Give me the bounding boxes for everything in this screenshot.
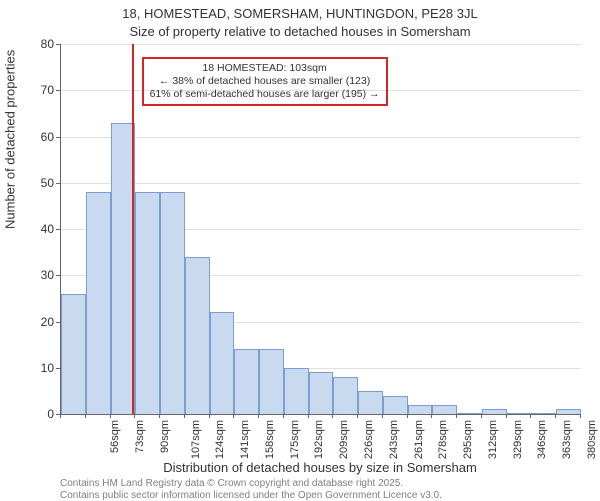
x-tick-label: 363sqm <box>561 420 573 459</box>
x-tick-mark <box>159 414 160 418</box>
histogram-bar <box>383 396 408 415</box>
x-tick-label: 175sqm <box>289 420 301 459</box>
x-tick-mark <box>456 414 457 418</box>
y-tick-mark <box>56 90 60 91</box>
x-tick-label: 226sqm <box>363 420 375 459</box>
y-tick-label: 0 <box>14 407 54 421</box>
gridline <box>61 137 581 138</box>
y-tick-mark <box>56 275 60 276</box>
x-tick-mark <box>407 414 408 418</box>
histogram-bar <box>135 192 160 414</box>
gridline <box>61 183 581 184</box>
y-tick-label: 50 <box>14 176 54 190</box>
y-tick-mark <box>56 137 60 138</box>
x-tick-label: 243sqm <box>388 420 400 459</box>
y-tick-label: 60 <box>14 130 54 144</box>
histogram-bar <box>531 413 556 414</box>
x-tick-label: 380sqm <box>586 420 598 459</box>
histogram-bar <box>482 409 507 414</box>
histogram-bar <box>309 372 334 414</box>
y-tick-mark <box>56 229 60 230</box>
histogram-bar <box>61 294 86 414</box>
x-tick-mark <box>60 414 61 418</box>
x-tick-mark <box>431 414 432 418</box>
annotation-line: ← 38% of detached houses are smaller (12… <box>150 75 380 88</box>
x-tick-mark <box>580 414 581 418</box>
histogram-bar <box>210 312 235 414</box>
x-tick-mark <box>258 414 259 418</box>
y-tick-label: 30 <box>14 268 54 282</box>
x-tick-label: 73sqm <box>134 420 146 453</box>
histogram-bar <box>556 409 581 414</box>
x-tick-label: 141sqm <box>239 420 251 459</box>
x-tick-mark <box>382 414 383 418</box>
histogram-bar <box>185 257 210 414</box>
x-tick-label: 56sqm <box>109 420 121 453</box>
x-tick-label: 192sqm <box>314 420 326 459</box>
x-tick-mark <box>233 414 234 418</box>
plot-area: 18 HOMESTEAD: 103sqm← 38% of detached ho… <box>60 44 581 415</box>
x-tick-mark <box>555 414 556 418</box>
y-tick-mark <box>56 44 60 45</box>
x-axis-label: Distribution of detached houses by size … <box>60 460 580 475</box>
y-tick-mark <box>56 368 60 369</box>
x-tick-mark <box>209 414 210 418</box>
x-tick-label: 158sqm <box>264 420 276 459</box>
histogram-bar <box>432 405 457 414</box>
histogram-bar <box>160 192 185 414</box>
y-tick-mark <box>56 322 60 323</box>
annotation-box: 18 HOMESTEAD: 103sqm← 38% of detached ho… <box>142 57 388 106</box>
histogram-bar <box>86 192 111 414</box>
x-tick-mark <box>110 414 111 418</box>
x-tick-mark <box>332 414 333 418</box>
y-tick-label: 70 <box>14 83 54 97</box>
y-tick-label: 80 <box>14 37 54 51</box>
x-tick-label: 261sqm <box>413 420 425 459</box>
y-tick-mark <box>56 183 60 184</box>
x-tick-mark <box>530 414 531 418</box>
x-tick-mark <box>85 414 86 418</box>
x-tick-label: 107sqm <box>190 420 202 459</box>
y-tick-label: 10 <box>14 361 54 375</box>
histogram-bar <box>457 413 482 414</box>
x-tick-label: 278sqm <box>437 420 449 459</box>
histogram-bar <box>259 349 284 414</box>
property-marker-line <box>132 44 134 414</box>
x-tick-label: 295sqm <box>462 420 474 459</box>
annotation-line: 61% of semi-detached houses are larger (… <box>150 88 380 101</box>
chart-title-line1: 18, HOMESTEAD, SOMERSHAM, HUNTINGDON, PE… <box>0 6 600 21</box>
x-tick-mark <box>184 414 185 418</box>
x-tick-label: 90sqm <box>159 420 171 453</box>
gridline <box>61 44 581 45</box>
y-tick-label: 40 <box>14 222 54 236</box>
x-tick-label: 312sqm <box>487 420 499 459</box>
y-tick-label: 20 <box>14 315 54 329</box>
histogram-bar <box>408 405 433 414</box>
x-tick-mark <box>481 414 482 418</box>
histogram-bar <box>507 413 532 414</box>
footer-line2: Contains public sector information licen… <box>60 490 442 501</box>
x-tick-label: 124sqm <box>215 420 227 459</box>
histogram-bar <box>234 349 259 414</box>
x-tick-mark <box>308 414 309 418</box>
histogram-bar <box>358 391 383 414</box>
chart-container: 18, HOMESTEAD, SOMERSHAM, HUNTINGDON, PE… <box>0 0 600 500</box>
x-tick-mark <box>283 414 284 418</box>
x-tick-mark <box>134 414 135 418</box>
histogram-bar <box>333 377 358 414</box>
annotation-line: 18 HOMESTEAD: 103sqm <box>150 62 380 75</box>
x-tick-mark <box>506 414 507 418</box>
chart-title-line2: Size of property relative to detached ho… <box>0 24 600 39</box>
histogram-bar <box>284 368 309 414</box>
x-tick-label: 209sqm <box>338 420 350 459</box>
x-tick-mark <box>357 414 358 418</box>
x-tick-label: 346sqm <box>536 420 548 459</box>
footer-line1: Contains HM Land Registry data © Crown c… <box>60 478 403 489</box>
x-tick-label: 329sqm <box>512 420 524 459</box>
